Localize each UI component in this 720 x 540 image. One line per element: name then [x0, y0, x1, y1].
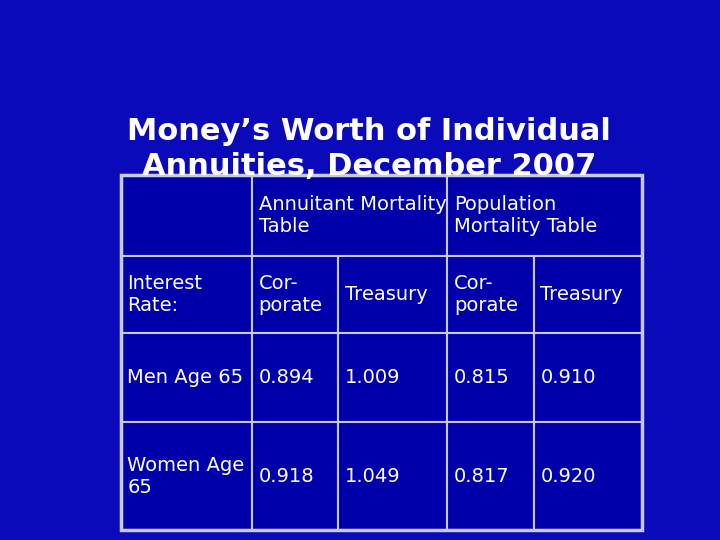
Text: 0.815: 0.815 — [454, 368, 510, 387]
Bar — [447, 256, 534, 333]
Text: Treasury: Treasury — [540, 285, 623, 304]
Bar — [121, 175, 642, 530]
Bar — [338, 256, 447, 333]
Bar — [252, 333, 338, 422]
Bar — [447, 333, 534, 422]
Text: 0.910: 0.910 — [540, 368, 596, 387]
Text: 0.817: 0.817 — [454, 467, 510, 486]
Bar — [121, 422, 252, 530]
Text: Population
Mortality Table: Population Mortality Table — [454, 195, 597, 236]
Text: 0.918: 0.918 — [258, 467, 314, 486]
Bar — [252, 175, 447, 256]
Text: Interest
Rate:: Interest Rate: — [127, 274, 202, 315]
Text: Money’s Worth of Individual
Annuities, December 2007: Money’s Worth of Individual Annuities, D… — [127, 117, 611, 180]
Bar — [447, 175, 642, 256]
Text: Annuitant Mortality
Table: Annuitant Mortality Table — [258, 195, 446, 236]
Bar — [534, 422, 642, 530]
Text: Cor-
porate: Cor- porate — [258, 274, 323, 315]
Bar — [252, 256, 338, 333]
Text: 1.049: 1.049 — [345, 467, 400, 486]
Text: Cor-
porate: Cor- porate — [454, 274, 518, 315]
Text: 0.894: 0.894 — [258, 368, 314, 387]
Bar — [338, 422, 447, 530]
Text: Men Age 65: Men Age 65 — [127, 368, 243, 387]
Bar — [338, 333, 447, 422]
Bar — [252, 422, 338, 530]
Text: Women Age
65: Women Age 65 — [127, 456, 245, 497]
Text: Treasury: Treasury — [345, 285, 428, 304]
Text: 0.920: 0.920 — [540, 467, 596, 486]
Bar — [447, 422, 534, 530]
Bar — [534, 333, 642, 422]
Bar — [121, 333, 252, 422]
Bar — [534, 256, 642, 333]
Bar — [121, 256, 252, 333]
Text: 1.009: 1.009 — [345, 368, 400, 387]
Bar — [121, 175, 252, 256]
